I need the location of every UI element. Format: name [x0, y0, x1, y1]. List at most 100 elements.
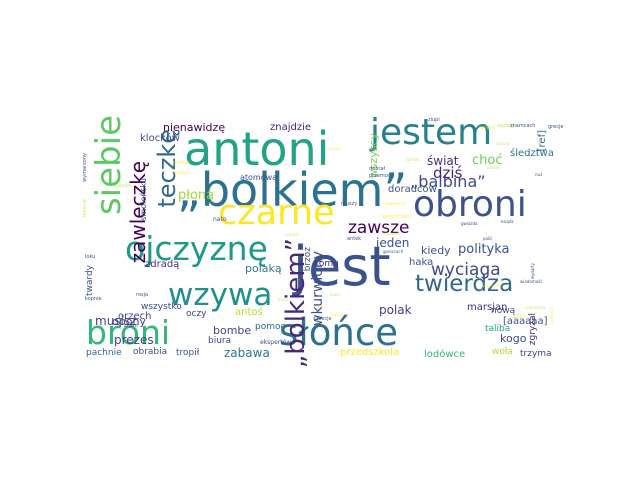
cloud-word: dziś [433, 164, 463, 182]
cloud-word: kogo [500, 332, 527, 345]
cloud-word: taliba [485, 324, 511, 334]
cloud-word: biura [208, 336, 232, 346]
cloud-word: znam [124, 323, 138, 329]
cloud-word: twardy [85, 265, 95, 296]
cloud-word: rosja [136, 292, 149, 298]
cloud-word: słońce [279, 311, 398, 354]
cloud-word: ziupi [428, 117, 440, 123]
cloud-word: opiera [479, 125, 495, 131]
cloud-word: zablokuj [549, 308, 554, 325]
cloud-word: przemoc [369, 173, 391, 179]
cloud-word: ojczyznę [125, 229, 268, 268]
cloud-word: znajdzie [270, 122, 312, 133]
cloud-word: pułapka [509, 314, 525, 319]
cloud-word: broni [86, 313, 171, 352]
cloud-word: „balbina” [410, 172, 486, 191]
cloud-word: krzyk [278, 297, 289, 302]
cloud-word: oczy [186, 309, 207, 319]
cloud-word: zabawa [224, 346, 270, 360]
cloud-word: kopnie [85, 296, 102, 302]
cloud-word: klocków [140, 133, 180, 144]
cloud-word: nuż [535, 172, 543, 177]
cloud-word: znamcach [510, 123, 536, 129]
cloud-word: jeden [376, 236, 410, 250]
cloud-word: doradców [388, 184, 437, 195]
cloud-word: antoni [184, 122, 330, 176]
cloud-word: świat [427, 154, 459, 168]
cloud-word: kiedy [421, 244, 451, 257]
cloud-word: prezes [114, 333, 154, 347]
cloud-word: antek [347, 236, 362, 242]
cloud-word: spasibo [113, 183, 133, 189]
cloud-word: „bolkiem” [177, 163, 408, 217]
cloud-word: przedszkola [340, 347, 400, 358]
cloud-word: gwiazda [461, 221, 478, 226]
word-cloud: „bolkiem” jest antoni czarne słońce jestem obr… [80, 103, 568, 367]
cloud-word: zgryzal [528, 313, 538, 346]
cloud-word: jestem [370, 112, 493, 153]
cloud-word: pomoc [255, 322, 286, 332]
cloud-word: wyciąga [431, 260, 501, 280]
cloud-word: zmiany [330, 312, 345, 317]
cloud-word: zmielona [265, 212, 284, 217]
cloud-word: [ref] [537, 130, 548, 152]
cloud-word: obrabia [133, 347, 168, 357]
cloud-word: rządzić [285, 232, 300, 237]
cloud-word: skorpion [383, 231, 400, 236]
cloud-word: mocny [496, 141, 510, 146]
cloud-word: smoleńsku [139, 178, 148, 221]
cloud-word: polaką [245, 262, 282, 275]
cloud-word: obroni [413, 184, 527, 225]
cloud-word: muszy [341, 201, 358, 207]
cloud-word: wymarzony [82, 153, 88, 182]
cloud-word: jest [293, 235, 391, 298]
cloud-word: szpiegi [497, 123, 515, 129]
cloud-word: nienawidzę [163, 121, 226, 134]
cloud-word: zdradą [145, 259, 180, 270]
cloud-word: choć [472, 153, 503, 168]
cloud-word: pasmo [487, 165, 501, 170]
cloud-word: opony [112, 315, 146, 328]
cloud-word: ksiądz [501, 219, 514, 224]
cloud-word: zawsze [348, 218, 410, 238]
cloud-word: goniscach [383, 249, 404, 254]
cloud-word: kapu [330, 292, 340, 297]
cloud-word: palić [483, 236, 493, 241]
cloud-word: naprzeciw [525, 305, 546, 310]
cloud-word: wszystko [141, 302, 182, 312]
cloud-word: siebie [89, 115, 129, 216]
cloud-word: brzoz [303, 247, 313, 272]
cloud-word: lodówce [424, 349, 466, 360]
cloud-word: polak [379, 303, 412, 317]
cloud-word: haka [409, 257, 434, 268]
cloud-word: pogodnie [483, 283, 502, 288]
cloud-word: bombe [213, 324, 252, 337]
cloud-word: spina [314, 304, 325, 309]
cloud-word: szeecje [313, 316, 332, 322]
cloud-word: wydarty [530, 263, 535, 280]
cloud-word: marsjan [467, 302, 508, 313]
cloud-word: pachnie [86, 348, 122, 358]
cloud-word: samochodu [382, 214, 411, 220]
cloud-word: orzech [118, 311, 152, 322]
cloud-word: musisz [95, 314, 137, 328]
cloud-word: loku [85, 254, 96, 260]
cloud-word: komu [314, 259, 339, 269]
cloud-word: gotowi [173, 160, 190, 166]
cloud-word: gotów [407, 157, 420, 162]
cloud-word: ponad [327, 146, 340, 151]
cloud-word: twierdza [415, 271, 514, 297]
cloud-word: śledztwa [510, 148, 554, 159]
cloud-word: grecje [548, 124, 564, 130]
cloud-word: dobrał [369, 166, 385, 172]
cloud-word: atomowa [240, 173, 278, 182]
cloud-word: czarne [218, 193, 335, 233]
cloud-word: nato [213, 216, 227, 223]
cloud-word: [aaaaaa] [503, 316, 548, 327]
cloud-word: tęsknię [82, 199, 88, 218]
cloud-word: tropił [176, 348, 200, 358]
cloud-word: płoną [178, 188, 215, 203]
cloud-word: egzamin [172, 170, 190, 175]
cloud-word: wiadomość [520, 279, 543, 284]
cloud-word: polityka [458, 242, 510, 257]
